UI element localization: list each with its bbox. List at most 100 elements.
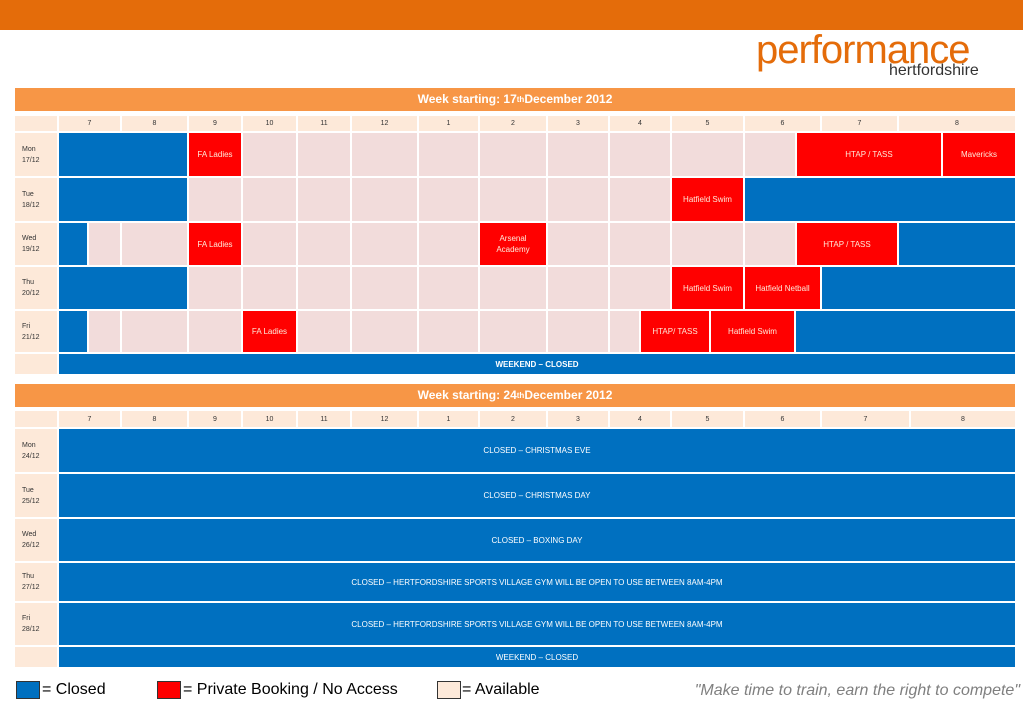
hour-label: 12 [351,410,418,428]
available-cell [609,266,671,310]
booking-cell: FA Ladies [188,222,242,266]
booking-cell: Mavericks [942,132,1016,177]
day-name: Mon [22,441,36,449]
closed-note: CLOSED – CHRISTMAS DAY [58,473,1016,518]
available-cell [418,310,479,353]
hour-label: 7 [58,410,121,428]
legend-swatch [16,681,40,699]
available-cell [609,222,671,266]
available-cell [297,177,351,222]
available-cell [242,266,297,310]
closed-cell [821,266,1016,310]
legend-label: = Private Booking / No Access [183,681,398,698]
available-cell [418,222,479,266]
day-date: 20/12 [22,290,40,297]
day-name: Tue [22,486,34,494]
day-label: Fri 21/12 [14,310,58,353]
week-title-part: Week starting: 17 [417,92,517,106]
booking-cell: Hatfield Swim [710,310,795,353]
day-date: 26/12 [22,542,40,549]
day-label: Wed 19/12 [14,222,58,266]
day-date: 19/12 [22,246,40,253]
day-date: 25/12 [22,497,40,505]
booking-cell: HTAP/ TASS [640,310,710,353]
hour-label: 5 [671,115,744,132]
day-name: Fri [22,615,31,622]
day-name: Thu [22,573,35,580]
quote: "Make time to train, earn the right to c… [694,682,1020,699]
day-name: Tue [22,190,34,198]
corner-cell [14,410,58,428]
weekend-closed: WEEKEND – CLOSED [58,353,1016,375]
hour-label: 8 [898,115,1016,132]
hour-label: 2 [479,115,547,132]
available-cell [88,222,121,266]
booking-cell: Hatfield Swim [671,266,744,310]
hour-label: 10 [242,410,297,428]
available-cell [671,132,744,177]
day-name: Fri [22,322,31,330]
hour-label: 7 [821,410,910,428]
closed-cell [795,310,1016,353]
available-cell [479,266,547,310]
corner-cell [14,115,58,132]
legend-label: = Closed [42,681,106,698]
pe-cell [14,353,58,375]
available-cell [242,177,297,222]
available-cell [479,132,547,177]
hour-label: 11 [297,410,351,428]
available-cell [418,266,479,310]
available-cell [351,222,418,266]
day-name: Mon [22,145,36,153]
day-label: Fri 28/12 [14,602,58,646]
day-name: Wed [22,531,37,538]
booking-cell: FA Ladies [188,132,242,177]
available-cell [242,132,297,177]
closed-cell [58,132,188,177]
hour-label: 11 [297,115,351,132]
week-title-part: December 2012 [524,388,613,402]
hour-label: 1 [418,115,479,132]
hour-label: 8 [121,115,188,132]
available-cell [351,132,418,177]
legend-swatch [437,681,461,699]
available-cell [351,310,418,353]
week-title-part: th [516,391,525,400]
available-cell [297,310,351,353]
hour-label: 8 [910,410,1016,428]
hour-label: 7 [821,115,898,132]
available-cell [547,177,609,222]
week-title-part: th [516,95,525,104]
logo-sub: hertfordshire [889,62,979,79]
week-title-part: Week starting: 24 [417,388,517,402]
day-label: Thu 27/12 [14,562,58,602]
day-date: 17/12 [22,156,40,164]
available-cell [121,310,188,353]
available-cell [547,266,609,310]
available-cell [547,310,609,353]
available-cell [671,222,744,266]
legend-swatch [157,681,181,699]
closed-note: CLOSED – HERTFORDSHIRE SPORTS VILLAGE GY… [58,562,1016,602]
hour-label: 9 [188,410,242,428]
day-date: 27/12 [22,584,40,591]
closed-cell [898,222,1016,266]
booking-cell: Arsenal Academy [479,222,547,266]
hour-label: 3 [547,410,609,428]
available-cell [88,310,121,353]
available-cell [609,132,671,177]
hour-label: 1 [418,410,479,428]
day-name: Thu [22,279,35,286]
available-cell [609,310,640,353]
closed-cell [58,310,88,353]
hour-label: 6 [744,115,821,132]
closed-note: CLOSED – HERTFORDSHIRE SPORTS VILLAGE GY… [58,602,1016,646]
logo-main: performance [756,28,971,72]
booking-cell: HTAP / TASS [796,222,898,266]
booking-cell: HTAP / TASS [796,132,942,177]
available-cell [188,310,242,353]
hour-label: 4 [609,410,671,428]
closed-cell [744,177,1016,222]
hour-label: 9 [188,115,242,132]
